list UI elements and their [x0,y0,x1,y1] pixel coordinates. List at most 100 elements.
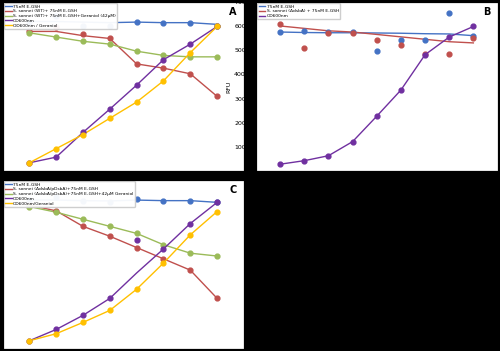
Point [79,23,87,28]
Point [186,198,194,204]
Point [79,198,87,204]
Point [213,54,221,60]
Point [186,50,194,55]
Point [52,208,60,214]
Point [106,199,114,205]
Point [52,210,60,215]
Point [26,338,34,344]
Point [26,160,34,166]
Point [26,203,34,208]
Point [373,38,381,43]
Point [160,78,168,84]
Point [106,296,114,301]
Point [132,245,140,250]
Point [186,221,194,226]
Point [186,250,194,256]
Point [421,52,429,58]
Point [52,24,60,30]
Point [324,153,332,159]
Point [160,198,168,204]
Point [186,20,194,26]
Point [373,48,381,54]
Point [160,242,168,247]
Text: B: B [483,7,490,17]
Legend: 75nM E-GSH, S. sonnei (ΔdsbA/pDsbA)+75nM E-GSH, S. sonnei (ΔdsbA/pDsbA)+75nM E-G: 75nM E-GSH, S. sonnei (ΔdsbA/pDsbA)+75nM… [4,181,135,207]
Point [300,45,308,51]
Point [132,61,140,67]
Point [79,132,87,137]
Point [276,21,284,26]
Point [52,327,60,332]
Point [26,29,34,34]
Point [79,130,87,135]
Point [79,320,87,325]
Point [106,106,114,112]
Point [106,115,114,121]
Point [348,31,356,36]
Point [186,232,194,238]
Point [300,158,308,164]
Point [132,19,140,24]
Point [160,246,168,252]
X-axis label: Time (hour): Time (hour) [105,184,142,189]
Text: A: A [229,7,236,17]
Point [79,224,87,229]
Point [373,113,381,119]
Point [445,51,453,57]
Point [160,20,168,26]
Point [132,196,140,202]
Legend: 75nM E-GSH, S. sonnei (ΔdsbA) + 75nM E-GSH, OD600nm: 75nM E-GSH, S. sonnei (ΔdsbA) + 75nM E-G… [258,3,340,19]
Point [213,24,221,29]
Point [106,36,114,41]
Point [106,307,114,313]
Point [26,204,34,210]
Point [79,32,87,37]
Point [79,312,87,318]
Point [160,260,168,266]
Point [160,57,168,62]
Text: C: C [230,185,236,195]
Point [160,65,168,71]
Point [186,71,194,77]
Y-axis label: OD600nm: OD600nm [258,71,263,102]
Point [470,35,478,41]
Point [132,82,140,88]
Point [213,199,221,205]
Point [348,29,356,35]
Point [213,209,221,214]
Point [213,199,221,205]
Point [445,34,453,40]
Point [26,160,34,166]
Point [26,197,34,203]
Point [26,30,34,36]
Point [160,53,168,58]
Point [79,39,87,44]
Point [52,194,60,200]
Point [26,19,34,24]
Point [132,99,140,105]
Point [348,139,356,144]
Point [421,51,429,57]
Point [324,31,332,36]
Point [160,256,168,261]
Point [26,338,34,344]
Point [324,29,332,35]
Point [132,231,140,236]
Point [213,253,221,259]
Point [213,94,221,99]
Y-axis label: RFU: RFU [226,80,232,93]
Point [213,23,221,28]
Point [276,29,284,35]
Point [300,28,308,34]
Point [106,233,114,239]
Point [470,24,478,29]
Legend: 75nM E-GSH, S. sonnei (WT)+ 75nM E-GSH, S. sonnei (WT)+ 75nM E-GSH+Geraniol (42μ: 75nM E-GSH, S. sonnei (WT)+ 75nM E-GSH, … [4,3,117,29]
Point [186,267,194,273]
Point [106,41,114,47]
Point [397,42,405,48]
Point [79,217,87,222]
Point [106,23,114,28]
Point [397,87,405,93]
Point [106,224,114,229]
X-axis label: Time (hour): Time (hour) [358,184,395,189]
